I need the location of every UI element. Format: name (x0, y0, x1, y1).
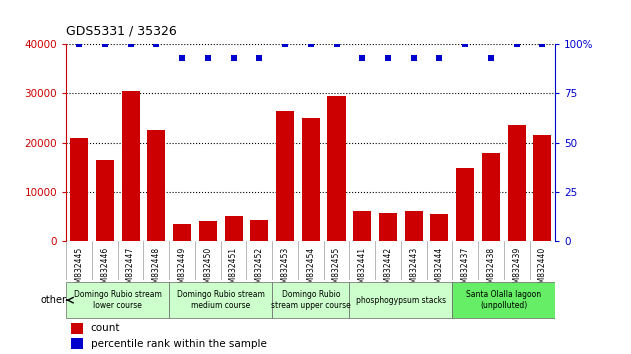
Point (280, 41, 290, 47)
Bar (122, 91, 139, 241)
Bar (251, 221, 268, 241)
Point (151, 41, 162, 47)
Bar (71, 338, 83, 349)
Text: Domingo Rubio stream
medium course: Domingo Rubio stream medium course (177, 290, 264, 310)
Bar (199, 221, 217, 241)
Text: count: count (91, 324, 121, 333)
Text: GSM832443: GSM832443 (410, 247, 418, 293)
Point (100, 41, 110, 47)
Bar (533, 135, 551, 241)
Text: GSM832447: GSM832447 (126, 247, 135, 293)
Bar (379, 212, 397, 241)
Point (126, 41, 136, 47)
Bar (96, 160, 114, 241)
Bar (276, 111, 294, 241)
Point (228, 55, 239, 61)
Point (331, 41, 341, 47)
Point (512, 41, 522, 47)
Point (486, 55, 496, 61)
Bar (456, 168, 475, 241)
Bar (430, 213, 449, 241)
Bar (147, 130, 165, 241)
Text: GSM832446: GSM832446 (100, 247, 109, 293)
Point (409, 55, 419, 61)
Bar (353, 211, 371, 241)
Text: GSM832451: GSM832451 (229, 247, 238, 293)
Text: GSM832444: GSM832444 (435, 247, 444, 293)
Bar (327, 96, 346, 241)
Point (177, 55, 187, 61)
Text: phosphogypsum stacks: phosphogypsum stacks (356, 296, 446, 305)
FancyBboxPatch shape (272, 282, 350, 318)
Text: GSM832441: GSM832441 (358, 247, 367, 293)
Bar (70, 138, 88, 241)
Text: GSM832453: GSM832453 (281, 247, 290, 293)
Text: GSM832438: GSM832438 (487, 247, 495, 293)
Text: GSM832445: GSM832445 (74, 247, 84, 293)
Text: other: other (41, 295, 67, 305)
Text: GSM832442: GSM832442 (384, 247, 392, 293)
Text: GSM832450: GSM832450 (203, 247, 212, 293)
Text: GDS5331 / 35326: GDS5331 / 35326 (66, 24, 177, 37)
FancyBboxPatch shape (452, 282, 555, 318)
FancyBboxPatch shape (169, 282, 272, 318)
Point (74, 41, 84, 47)
Text: Domingo Rubio
stream upper course: Domingo Rubio stream upper course (271, 290, 351, 310)
Bar (404, 211, 423, 241)
Text: Domingo Rubio stream
lower course: Domingo Rubio stream lower course (74, 290, 162, 310)
Text: GSM832449: GSM832449 (177, 247, 187, 293)
Point (254, 55, 264, 61)
Text: GSM832440: GSM832440 (538, 247, 547, 293)
Bar (225, 217, 242, 241)
Bar (302, 118, 320, 241)
Text: percentile rank within the sample: percentile rank within the sample (91, 339, 266, 349)
Bar (173, 224, 191, 241)
Point (460, 41, 470, 47)
Text: GSM832439: GSM832439 (512, 247, 521, 293)
FancyBboxPatch shape (350, 282, 452, 318)
Text: GSM832437: GSM832437 (461, 247, 469, 293)
Text: GSM832452: GSM832452 (255, 247, 264, 293)
Point (434, 55, 444, 61)
Point (538, 41, 548, 47)
Bar (71, 323, 83, 333)
Bar (482, 153, 500, 241)
Bar (508, 125, 526, 241)
Text: GSM832448: GSM832448 (152, 247, 161, 293)
Point (383, 55, 393, 61)
Text: GSM832455: GSM832455 (332, 247, 341, 293)
Text: Santa Olalla lagoon
(unpolluted): Santa Olalla lagoon (unpolluted) (466, 290, 541, 310)
Text: GSM832454: GSM832454 (306, 247, 316, 293)
Point (203, 55, 213, 61)
FancyBboxPatch shape (66, 282, 169, 318)
Point (305, 41, 316, 47)
Point (357, 55, 367, 61)
